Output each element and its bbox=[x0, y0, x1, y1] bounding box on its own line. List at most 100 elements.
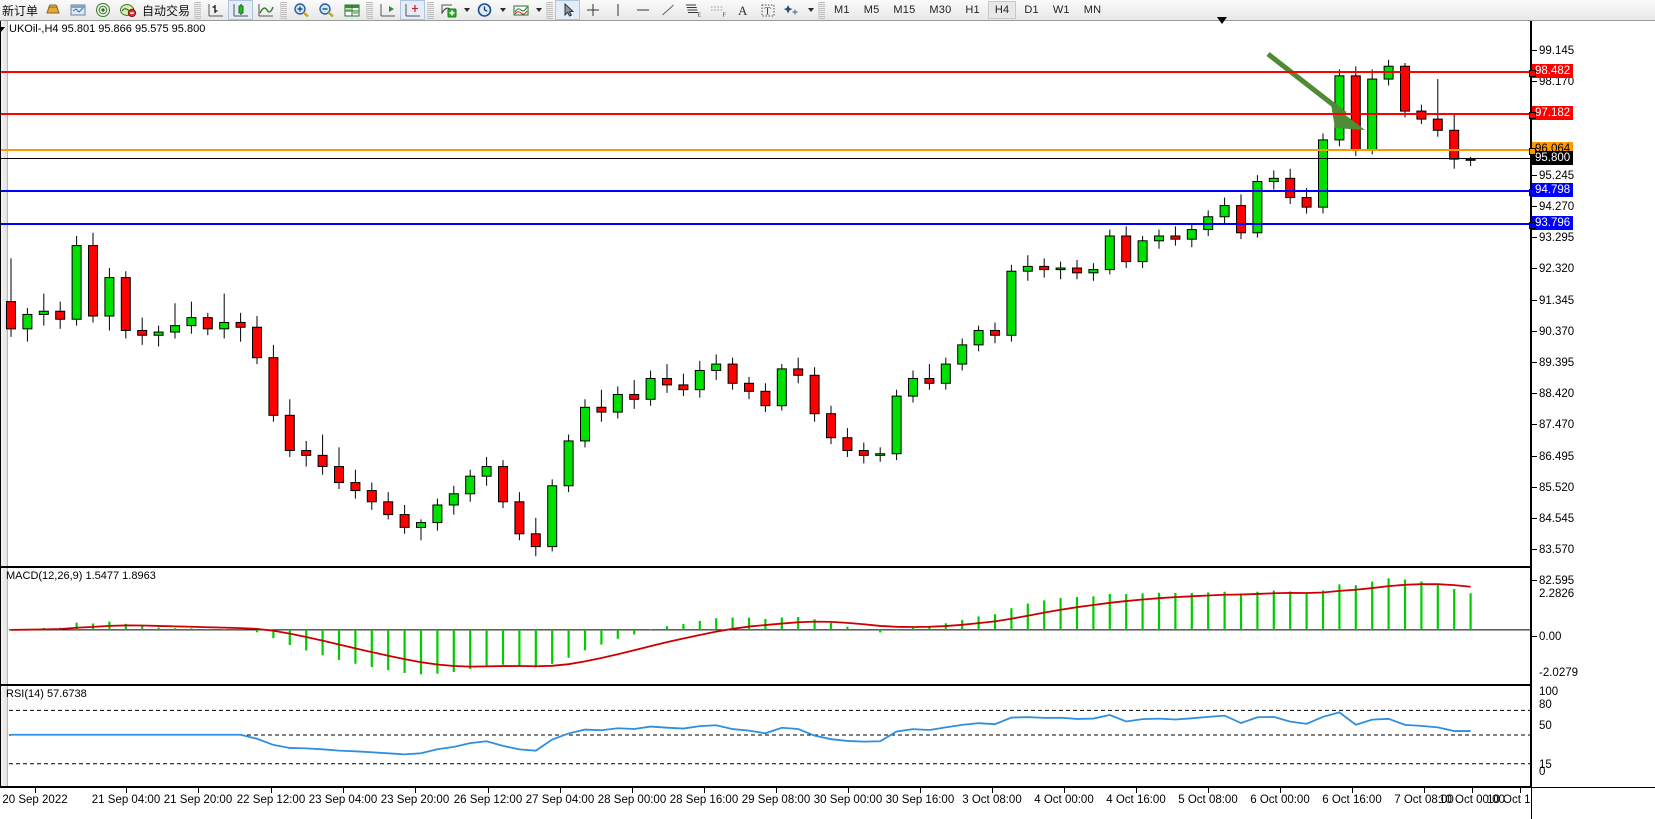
trendline-icon[interactable] bbox=[655, 0, 680, 20]
resistance-line-97182[interactable] bbox=[1, 112, 1536, 119]
chart-menu-caret-icon[interactable] bbox=[0, 27, 5, 32]
time-axis-label: 30 Sep 00:00 bbox=[813, 794, 883, 806]
pane-left-strip bbox=[1, 21, 8, 566]
time-axis-label: 26 Sep 12:00 bbox=[453, 794, 523, 806]
time-axis-label: 21 Sep 20:00 bbox=[163, 794, 233, 806]
timeframe-m1[interactable]: M1 bbox=[834, 4, 850, 16]
price-axis-tick: 85.520 bbox=[1532, 482, 1574, 494]
time-axis-label: 6 Oct 00:00 bbox=[1250, 794, 1310, 806]
toolbar-separator bbox=[818, 1, 826, 19]
time-axis-label: 30 Sep 16:00 bbox=[885, 794, 955, 806]
toolbar-separator bbox=[194, 1, 202, 19]
price-axis-tick: 93.295 bbox=[1532, 232, 1574, 244]
timeframe-h1[interactable]: H1 bbox=[965, 4, 980, 16]
support-line-93796[interactable] bbox=[1, 222, 1536, 229]
price-axis[interactable]: 99.145 98.170 95.245 94.270 93.295 92.320 91.3… bbox=[1531, 21, 1655, 787]
time-axis-tick bbox=[920, 788, 921, 793]
price-axis-tick: 91.345 bbox=[1532, 295, 1574, 307]
fibonacci-icon[interactable]: E bbox=[680, 0, 705, 20]
auto-scroll-icon[interactable] bbox=[400, 0, 426, 20]
zoom-out-icon[interactable] bbox=[314, 0, 339, 20]
timeframe-w1[interactable]: W1 bbox=[1052, 4, 1070, 16]
level-handle[interactable] bbox=[1529, 112, 1536, 119]
candlestick-series bbox=[6, 59, 1476, 557]
price-pane[interactable]: UKOil-,H4 95.801 95.866 95.575 95.800 bbox=[0, 17, 1536, 567]
support-line-94798[interactable] bbox=[1, 189, 1536, 196]
timeframe-m5[interactable]: M5 bbox=[863, 4, 880, 16]
bar-chart-icon[interactable] bbox=[203, 0, 228, 20]
time-axis-tick bbox=[776, 788, 777, 793]
toolbar-separator bbox=[366, 1, 374, 19]
toolbar-group-shift bbox=[375, 0, 426, 21]
chart-top-marker-icon bbox=[1217, 17, 1227, 24]
time-axis-tick bbox=[1472, 788, 1473, 793]
time-axis[interactable]: 20 Sep 2022 21 Sep 04:00 21 Sep 20:00 22 Se… bbox=[0, 787, 1553, 819]
macd-axis-tick: 2.2826 bbox=[1539, 588, 1575, 600]
auto-trading-icon[interactable] bbox=[115, 0, 140, 20]
rsi-pane[interactable]: RSI(14) 57.6738 bbox=[0, 685, 1531, 787]
main-toolbar: 新订单 自动交易 bbox=[0, 0, 1655, 21]
price-axis-tick: 83.570 bbox=[1532, 544, 1574, 556]
add-indicator-dropdown-arrow[interactable] bbox=[461, 0, 472, 20]
templates-icon[interactable] bbox=[508, 0, 533, 20]
text-icon[interactable]: A bbox=[730, 0, 755, 20]
objects-dropdown-arrow[interactable] bbox=[805, 0, 816, 20]
resistance-line-98482-label[interactable]: 98.482 bbox=[1532, 64, 1574, 78]
level-handle[interactable] bbox=[1529, 70, 1536, 77]
data-window-icon[interactable] bbox=[65, 0, 90, 20]
current-price-line-label[interactable]: 95.800 bbox=[1532, 151, 1574, 165]
timeframe-m15[interactable]: M15 bbox=[893, 4, 916, 16]
auto-trading-label[interactable]: 自动交易 bbox=[142, 3, 191, 18]
chart-container: UKOil-,H4 95.801 95.866 95.575 95.800 MA… bbox=[0, 17, 1655, 819]
resistance-line-97182-label[interactable]: 97.182 bbox=[1532, 106, 1574, 120]
time-axis-label: 7 Oct 08:00 bbox=[1394, 794, 1454, 806]
level-handle[interactable] bbox=[1529, 189, 1536, 196]
crosshair-icon[interactable] bbox=[580, 0, 605, 20]
price-axis-tick: 94.270 bbox=[1532, 201, 1574, 213]
timeframe-mn[interactable]: MN bbox=[1083, 4, 1102, 16]
equidistant-channel-icon[interactable]: F bbox=[705, 0, 730, 20]
vertical-line-icon[interactable] bbox=[605, 0, 630, 20]
chart-shift-icon[interactable] bbox=[375, 0, 400, 20]
rsi-axis-tick: 80 bbox=[1539, 699, 1552, 711]
horizontal-line-icon[interactable] bbox=[630, 0, 655, 20]
timeframe-d1[interactable]: D1 bbox=[1024, 4, 1039, 16]
add-indicator-icon[interactable] bbox=[436, 0, 461, 20]
support-line-93796-label[interactable]: 93.796 bbox=[1532, 216, 1574, 230]
network-icon[interactable] bbox=[90, 0, 115, 20]
templates-dropdown-arrow[interactable] bbox=[533, 0, 544, 20]
pivot-line-96064[interactable] bbox=[1, 148, 1536, 155]
zoom-in-icon[interactable] bbox=[289, 0, 314, 20]
time-axis-label: 28 Sep 00:00 bbox=[597, 794, 667, 806]
period-dropdown-arrow[interactable] bbox=[497, 0, 508, 20]
timeframe-h4[interactable]: H4 bbox=[987, 1, 1017, 19]
current-price-line[interactable] bbox=[1, 158, 1532, 159]
objects-icon[interactable] bbox=[780, 0, 805, 20]
data-grid-icon[interactable] bbox=[339, 0, 364, 20]
level-handle[interactable] bbox=[1529, 222, 1536, 229]
candlestick-chart-icon[interactable] bbox=[228, 0, 254, 20]
line-chart-icon[interactable] bbox=[253, 0, 278, 20]
time-axis-tick bbox=[35, 788, 36, 793]
macd-series bbox=[9, 578, 1530, 675]
toolbar-group-trading: 新订单 自动交易 bbox=[0, 0, 192, 21]
text-label-icon[interactable]: T bbox=[755, 0, 780, 20]
toolbar-group-zoom bbox=[289, 0, 364, 21]
support-line-94798-label[interactable]: 94.798 bbox=[1532, 183, 1574, 197]
level-handle[interactable] bbox=[1529, 148, 1536, 155]
period-clock-icon[interactable] bbox=[472, 0, 497, 20]
gold-bar-icon[interactable] bbox=[40, 0, 65, 20]
macd-axis-tick: -2.0279 bbox=[1539, 667, 1579, 679]
price-axis-tick: 82.595 bbox=[1532, 575, 1574, 587]
pane-left-strip bbox=[1, 686, 8, 786]
macd-pane[interactable]: MACD(12,26,9) 1.5477 1.8963 bbox=[0, 567, 1531, 685]
rsi-axis-tick: 15 bbox=[1539, 759, 1552, 771]
bearish-arrow-annotation[interactable] bbox=[1, 21, 1532, 567]
timeframe-m30[interactable]: M30 bbox=[929, 4, 952, 16]
rsi-axis-tick: 50 bbox=[1539, 720, 1552, 732]
symbol-ohlc-label: UKOil-,H4 95.801 95.866 95.575 95.800 bbox=[0, 23, 205, 35]
new-order-button[interactable]: 新订单 bbox=[2, 3, 39, 18]
resistance-line-98482[interactable] bbox=[1, 70, 1536, 77]
cursor-icon[interactable] bbox=[555, 0, 581, 20]
